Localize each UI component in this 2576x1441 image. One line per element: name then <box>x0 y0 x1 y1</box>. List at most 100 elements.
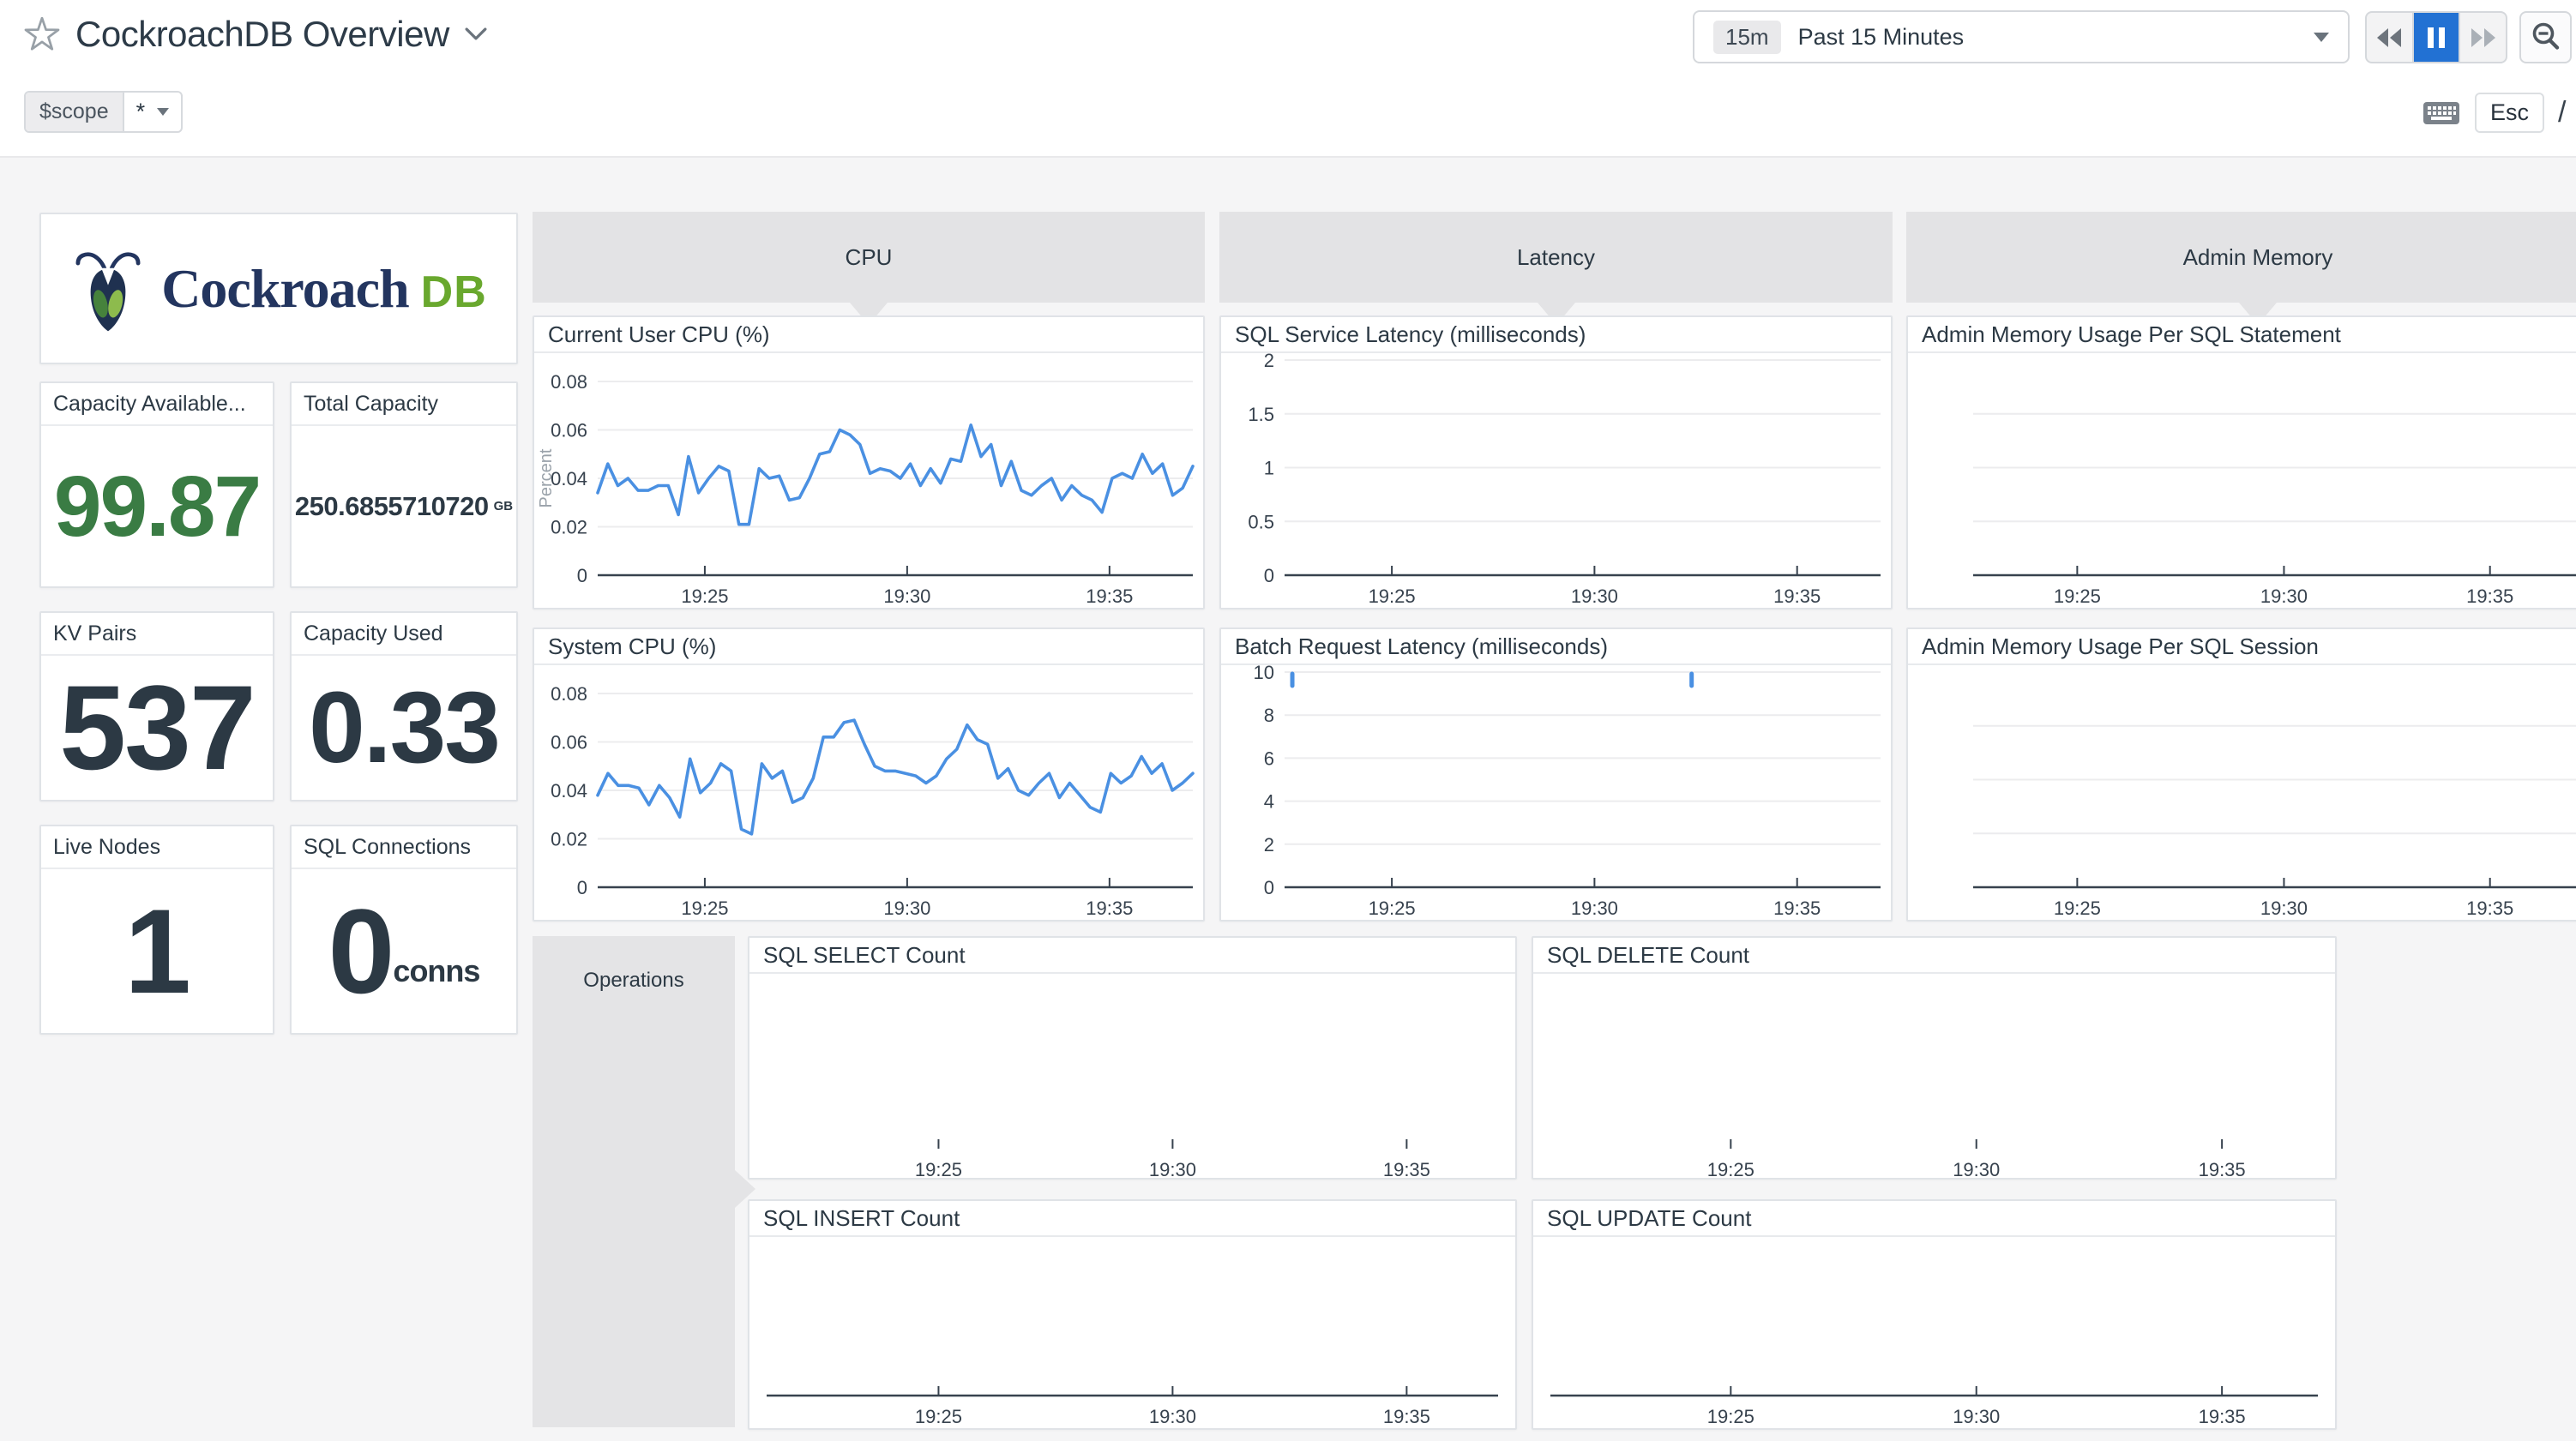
stat-value: 0.33 <box>309 671 501 784</box>
stat-card-sql-connections: SQL Connections 0 conns <box>290 825 518 1035</box>
chart-title: Admin Memory Usage Per SQL Session <box>1908 629 2576 665</box>
dashboard-header: CockroachDB Overview <box>24 14 487 55</box>
system-cpu-plot[interactable]: 0 0.02 0.04 0.06 0.08 19:25 19:30 19:35 <box>534 665 1203 920</box>
fast-forward-icon <box>2471 27 2495 47</box>
group-label: Operations <box>583 969 684 992</box>
svg-text:19:35: 19:35 <box>1383 1406 1430 1427</box>
group-label: Admin Memory <box>2182 243 2333 270</box>
star-icon[interactable] <box>24 17 60 51</box>
stat-value: 99.87 <box>53 458 262 555</box>
svg-text:0.08: 0.08 <box>551 371 587 393</box>
svg-text:19:25: 19:25 <box>1707 1406 1754 1427</box>
esc-key[interactable]: Esc <box>2475 93 2545 133</box>
stat-value: 537 <box>59 660 256 795</box>
chart-card-sql-delete-count: SQL DELETE Count 19:25 19:30 19:35 <box>1532 936 2337 1180</box>
stat-title: Live Nodes <box>41 826 273 869</box>
chart-card-current-user-cpu: Current User CPU (%) 0 0.02 0.04 0.06 0.08 19… <box>533 315 1205 609</box>
svg-text:19:30: 19:30 <box>1149 1159 1196 1178</box>
playback-controls <box>2365 11 2507 63</box>
stat-value: 1 <box>124 883 191 1018</box>
shortcut-hints: Esc / <box>2422 93 2576 133</box>
template-variable-scope[interactable]: $scope * <box>24 91 184 133</box>
svg-text:19:30: 19:30 <box>1953 1406 2000 1427</box>
svg-text:19:25: 19:25 <box>915 1159 962 1178</box>
sql-service-latency-plot[interactable]: 0 0.5 1 1.5 2 19:25 19:30 19:35 <box>1221 353 1891 608</box>
keyboard-icon[interactable] <box>2422 99 2461 128</box>
svg-text:0.02: 0.02 <box>551 517 587 538</box>
svg-text:4: 4 <box>1264 791 1274 813</box>
logo-wordmark: Cockroach <box>161 257 409 319</box>
svg-text:0.02: 0.02 <box>551 829 587 850</box>
rewind-button[interactable] <box>2367 13 2414 62</box>
svg-text:0: 0 <box>577 877 587 898</box>
svg-text:19:30: 19:30 <box>1571 898 1618 919</box>
svg-text:19:25: 19:25 <box>681 898 728 919</box>
stat-title: Capacity Available... <box>41 383 273 426</box>
chart-card-sql-update-count: SQL UPDATE Count 19:25 19:30 19:35 <box>1532 1199 2337 1430</box>
svg-text:0.06: 0.06 <box>551 732 587 754</box>
batch-request-latency-plot[interactable]: 0 2 4 6 8 10 19:25 19:30 19:35 <box>1221 665 1891 920</box>
pause-icon <box>2428 27 2445 48</box>
chevron-down-icon[interactable] <box>465 27 487 42</box>
svg-text:0: 0 <box>1264 877 1274 898</box>
chart-title: SQL Service Latency (milliseconds) <box>1221 317 1891 353</box>
rewind-icon <box>2377 27 2402 47</box>
svg-text:1: 1 <box>1264 458 1274 479</box>
fast-forward-button[interactable] <box>2460 13 2506 62</box>
page-title: CockroachDB Overview <box>75 14 449 54</box>
svg-text:19:30: 19:30 <box>883 585 930 607</box>
chart-card-sql-service-latency: SQL Service Latency (milliseconds) 0 0.5 1… <box>1219 315 1893 609</box>
svg-text:19:35: 19:35 <box>1773 898 1821 919</box>
stat-title: Capacity Used <box>292 613 516 656</box>
svg-text:19:35: 19:35 <box>1086 585 1133 607</box>
scope-value: * <box>135 99 146 124</box>
svg-text:19:30: 19:30 <box>1953 1159 2000 1178</box>
svg-text:0.04: 0.04 <box>551 468 587 489</box>
chart-title: System CPU (%) <box>534 629 1203 665</box>
zoom-out-button[interactable] <box>2519 11 2572 63</box>
sql-insert-count-plot[interactable]: 19:25 19:30 19:35 <box>749 1237 1515 1428</box>
group-header-cpu[interactable]: CPU <box>533 212 1205 325</box>
dropdown-caret-icon <box>2314 32 2329 42</box>
chart-title: Batch Request Latency (milliseconds) <box>1221 629 1891 665</box>
stat-card-capacity-available: Capacity Available... 99.87 <box>39 381 274 588</box>
svg-text:19:25: 19:25 <box>915 1406 962 1427</box>
group-header-operations[interactable]: Operations <box>533 936 755 1427</box>
scope-value-dropdown[interactable]: * <box>124 93 182 131</box>
svg-text:2: 2 <box>1264 353 1274 371</box>
svg-text:19:30: 19:30 <box>883 898 930 919</box>
sql-update-count-plot[interactable]: 19:25 19:30 19:35 <box>1533 1237 2335 1428</box>
svg-text:8: 8 <box>1264 705 1274 726</box>
svg-text:19:35: 19:35 <box>2199 1159 2246 1178</box>
svg-text:19:35: 19:35 <box>1773 585 1821 607</box>
admin-memory-session-plot[interactable]: 19:25 19:30 19:35 <box>1908 665 2576 920</box>
svg-text:19:25: 19:25 <box>2054 898 2101 919</box>
group-header-latency[interactable]: Latency <box>1219 212 1893 325</box>
svg-text:0.06: 0.06 <box>551 420 587 441</box>
admin-memory-statement-plot[interactable]: 19:25 19:30 19:35 <box>1908 353 2576 608</box>
group-label: CPU <box>845 243 893 270</box>
svg-text:0: 0 <box>577 565 587 586</box>
cockroach-logo-icon <box>75 251 141 331</box>
svg-text:1.5: 1.5 <box>1248 404 1274 425</box>
svg-text:19:30: 19:30 <box>2260 898 2308 919</box>
time-range-label: Past 15 Minutes <box>1797 23 1965 50</box>
pause-button[interactable] <box>2413 13 2461 62</box>
svg-text:19:25: 19:25 <box>1369 585 1416 607</box>
svg-text:0.04: 0.04 <box>551 780 587 802</box>
current-user-cpu-plot[interactable]: 0 0.02 0.04 0.06 0.08 19:25 19:30 19:35 Percent <box>534 353 1203 608</box>
time-range-selector[interactable]: 15m Past 15 Minutes <box>1693 10 2350 63</box>
chart-card-admin-memory-statement: Admin Memory Usage Per SQL Statement 19:… <box>1906 315 2576 609</box>
group-label: Latency <box>1516 243 1596 270</box>
stat-unit: conns <box>393 952 480 988</box>
logo-suordmark-suffix: DB <box>420 267 487 317</box>
sql-delete-count-plot[interactable]: 19:25 19:30 19:35 <box>1533 974 2335 1178</box>
group-header-admin-memory[interactable]: Admin Memory <box>1906 212 2576 325</box>
chart-card-admin-memory-session: Admin Memory Usage Per SQL Session 19:25… <box>1906 627 2576 922</box>
stat-card-total-capacity: Total Capacity 250.6855710720 GB <box>290 381 518 588</box>
slash-separator: / <box>2558 96 2567 129</box>
stat-title: Total Capacity <box>292 383 516 426</box>
sql-select-count-plot[interactable]: 19:25 19:30 19:35 <box>749 974 1515 1178</box>
svg-text:2: 2 <box>1264 834 1274 856</box>
